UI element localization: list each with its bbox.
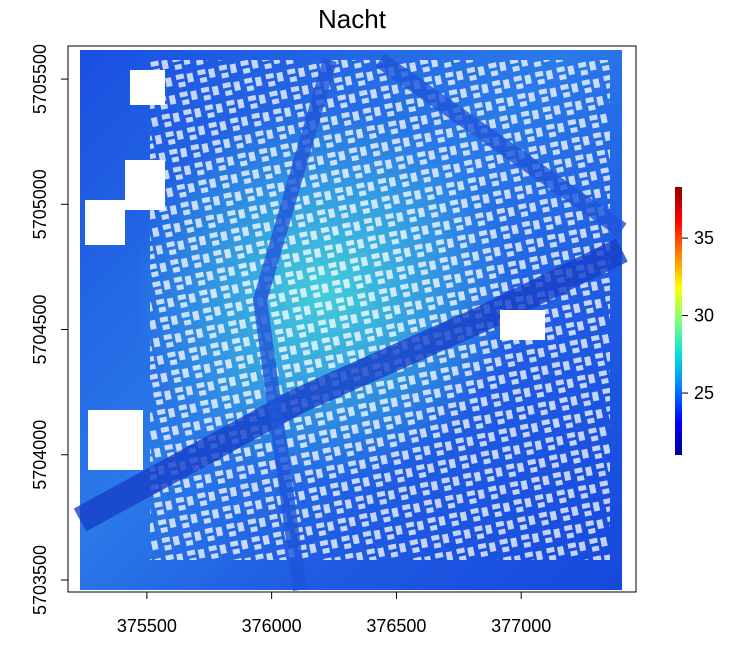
chart: Nacht 375500 376000 376500 377000 5703500 570… — [0, 0, 738, 646]
x-tick-label: 375500 — [117, 616, 177, 636]
colorbar-tick-label: 30 — [694, 306, 714, 326]
chart-title: Nacht — [318, 4, 387, 34]
y-tick-label: 5704500 — [30, 294, 50, 364]
y-tick-label: 5705500 — [30, 44, 50, 114]
x-tick-label: 376000 — [242, 616, 302, 636]
y-tick-label: 5704000 — [30, 420, 50, 490]
y-tick-label: 5705000 — [30, 169, 50, 239]
x-tick-label: 377000 — [491, 616, 551, 636]
x-tick-label: 376500 — [366, 616, 426, 636]
colorbar-tick-label: 35 — [694, 228, 714, 248]
raster — [80, 50, 622, 590]
colorbar-tick-label: 25 — [694, 383, 714, 403]
y-tick-label: 5703500 — [30, 545, 50, 615]
colorbar — [675, 187, 682, 455]
